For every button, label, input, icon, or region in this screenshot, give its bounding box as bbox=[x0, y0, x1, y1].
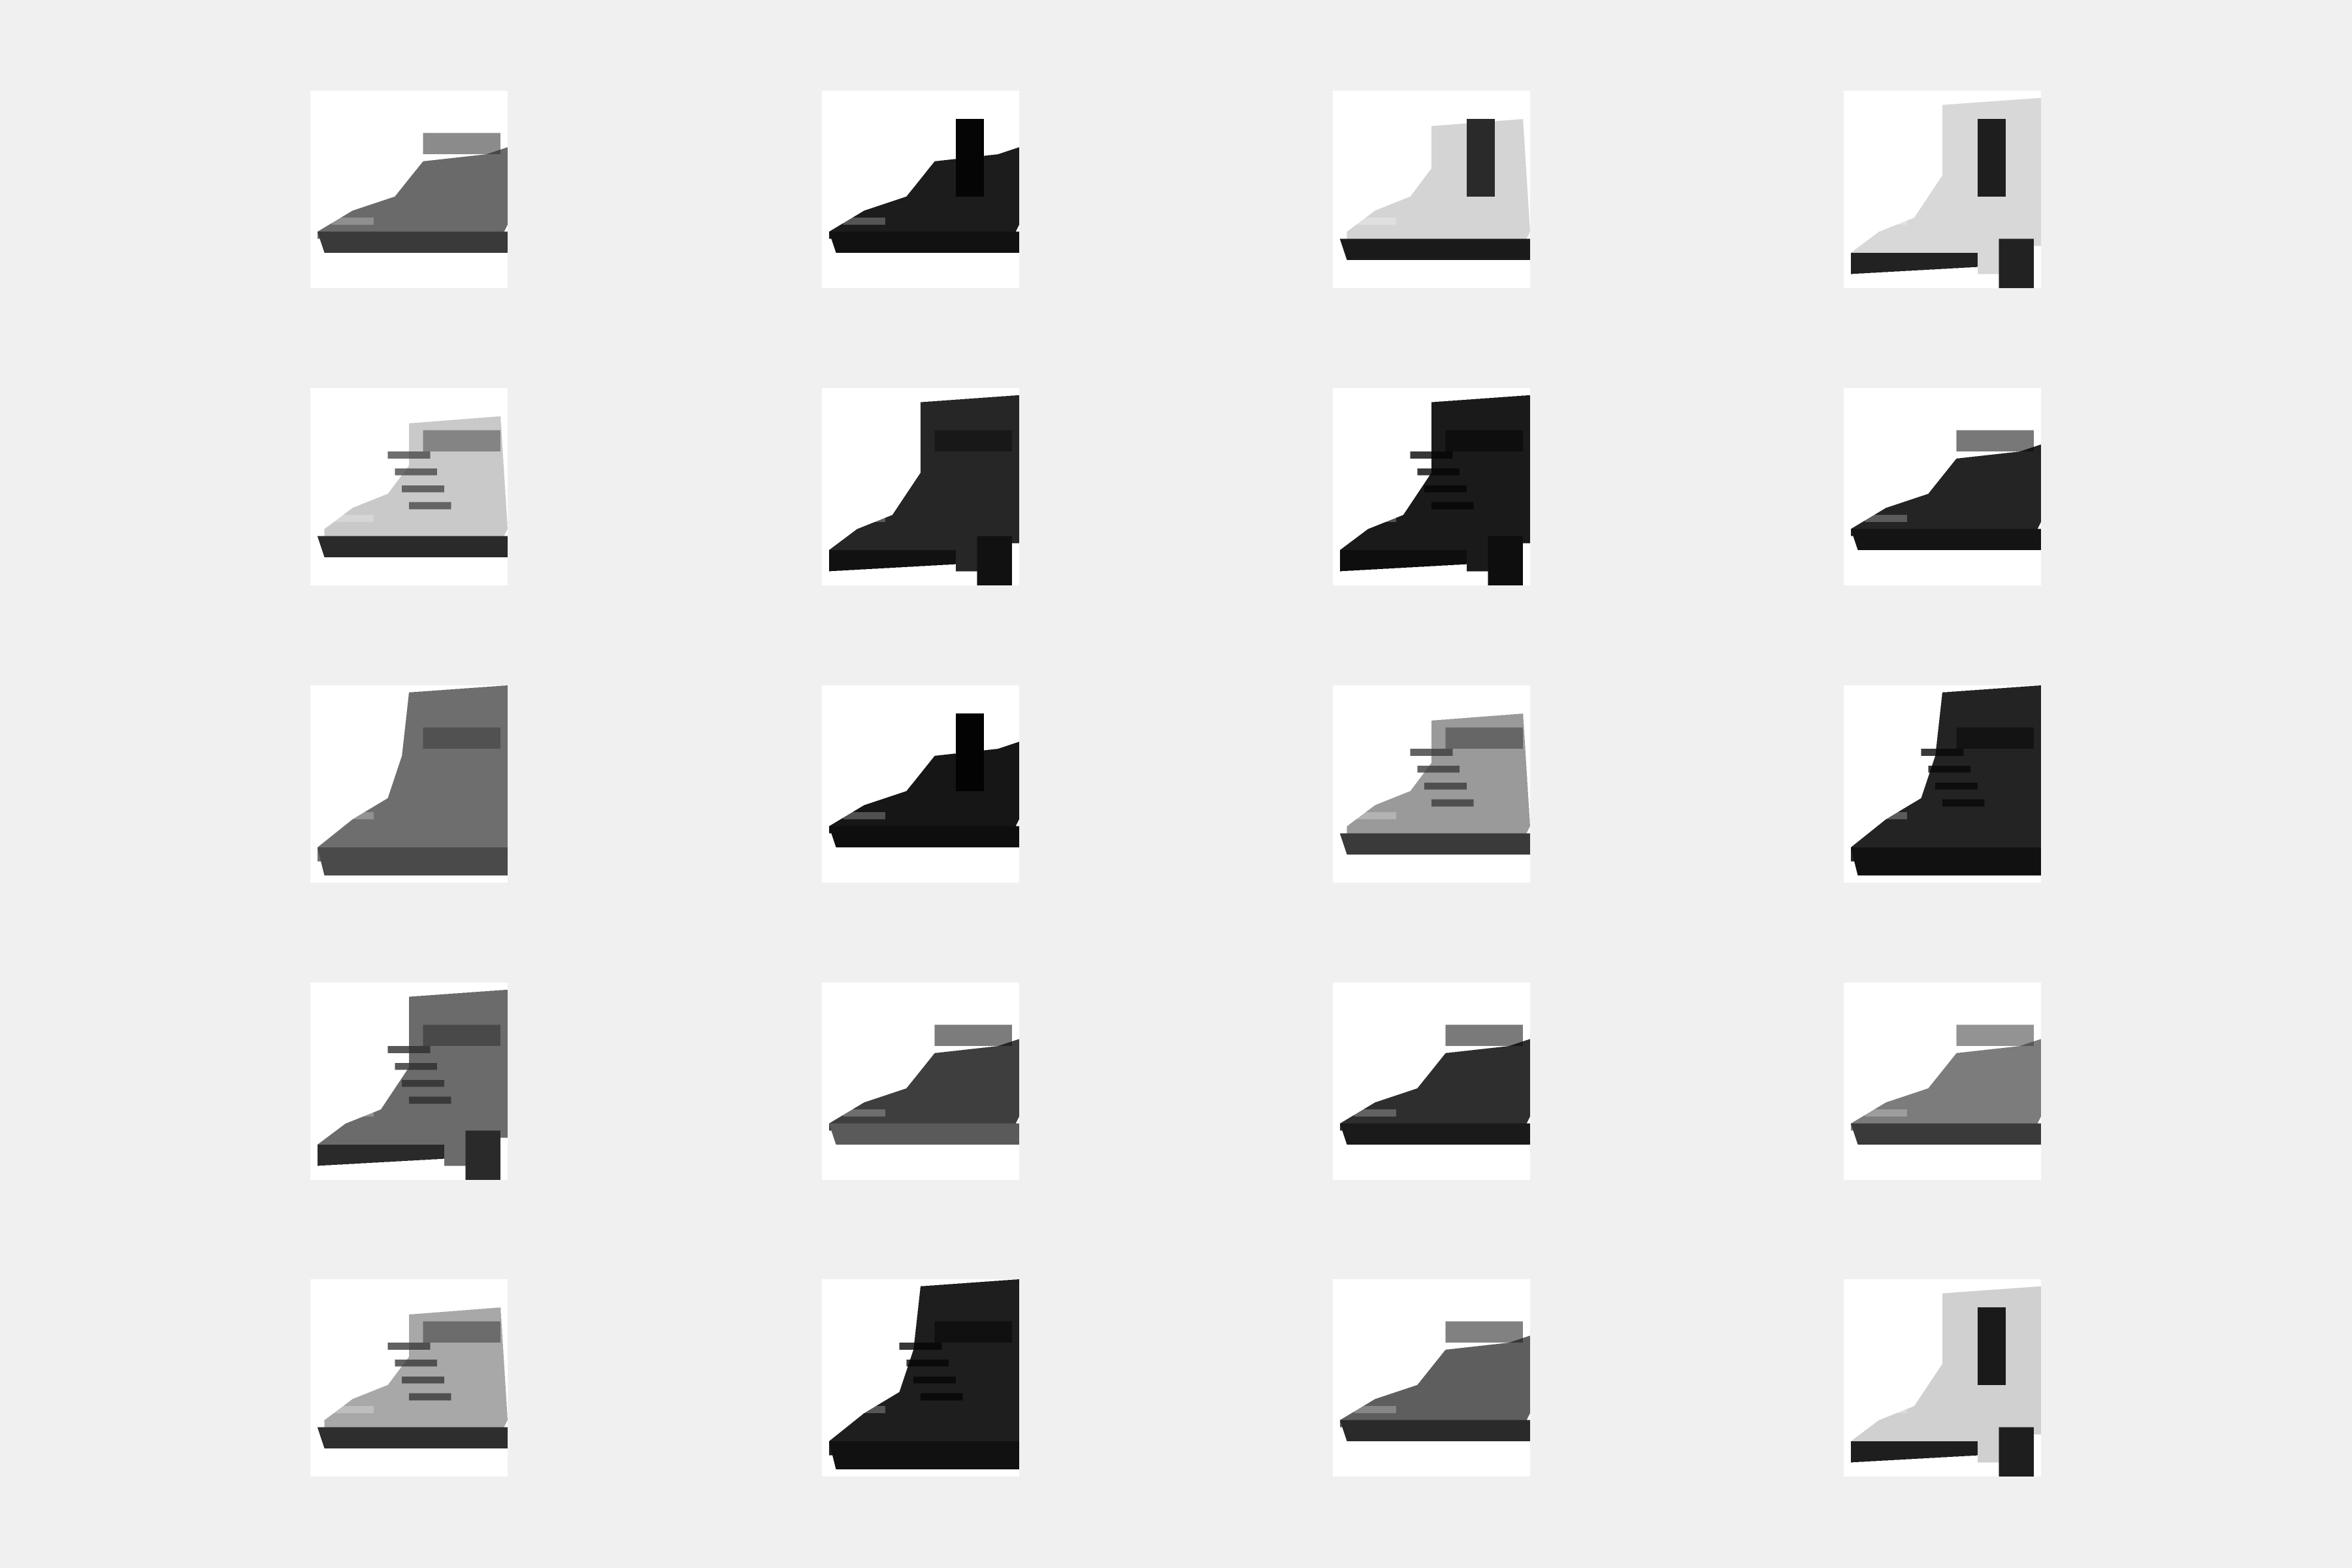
boot-icon bbox=[310, 983, 508, 1180]
boot-image-tile bbox=[822, 388, 1019, 585]
boot-image-tile bbox=[310, 91, 508, 288]
boot-image-tile bbox=[1844, 91, 2041, 288]
boot-icon bbox=[1844, 1279, 2041, 1477]
boot-image-tile bbox=[1333, 388, 1530, 585]
boot-icon bbox=[1333, 91, 1530, 288]
boot-icon bbox=[822, 91, 1019, 288]
boot-icon bbox=[822, 685, 1019, 883]
boot-image-tile bbox=[1844, 983, 2041, 1180]
boot-image-tile bbox=[1844, 388, 2041, 585]
boot-icon bbox=[310, 1279, 508, 1477]
boot-image-tile bbox=[310, 685, 508, 883]
boot-icon bbox=[822, 983, 1019, 1180]
boot-image-tile bbox=[310, 388, 508, 585]
boot-image-tile bbox=[1844, 685, 2041, 883]
boot-icon bbox=[1333, 1279, 1530, 1477]
boot-image-tile bbox=[822, 983, 1019, 1180]
boot-icon bbox=[1333, 388, 1530, 585]
boot-image-tile bbox=[310, 983, 508, 1180]
boot-icon bbox=[310, 685, 508, 883]
boot-image-tile bbox=[822, 685, 1019, 883]
boot-image-tile bbox=[822, 91, 1019, 288]
boot-image-tile bbox=[1333, 1279, 1530, 1477]
boot-icon bbox=[310, 388, 508, 585]
boot-icon bbox=[822, 388, 1019, 585]
boot-image-tile bbox=[1333, 685, 1530, 883]
boot-icon bbox=[1333, 685, 1530, 883]
boot-icon bbox=[1844, 685, 2041, 883]
boot-image-tile bbox=[1844, 1279, 2041, 1477]
boot-icon bbox=[310, 91, 508, 288]
boot-icon bbox=[1844, 388, 2041, 585]
boot-image-tile bbox=[1333, 983, 1530, 1180]
boot-icon bbox=[1333, 983, 1530, 1180]
boot-icon bbox=[1844, 983, 2041, 1180]
boot-image-tile bbox=[822, 1279, 1019, 1477]
boot-icon bbox=[1844, 91, 2041, 288]
boot-image-tile bbox=[310, 1279, 508, 1477]
boot-icon bbox=[822, 1279, 1019, 1477]
boot-image-tile bbox=[1333, 91, 1530, 288]
